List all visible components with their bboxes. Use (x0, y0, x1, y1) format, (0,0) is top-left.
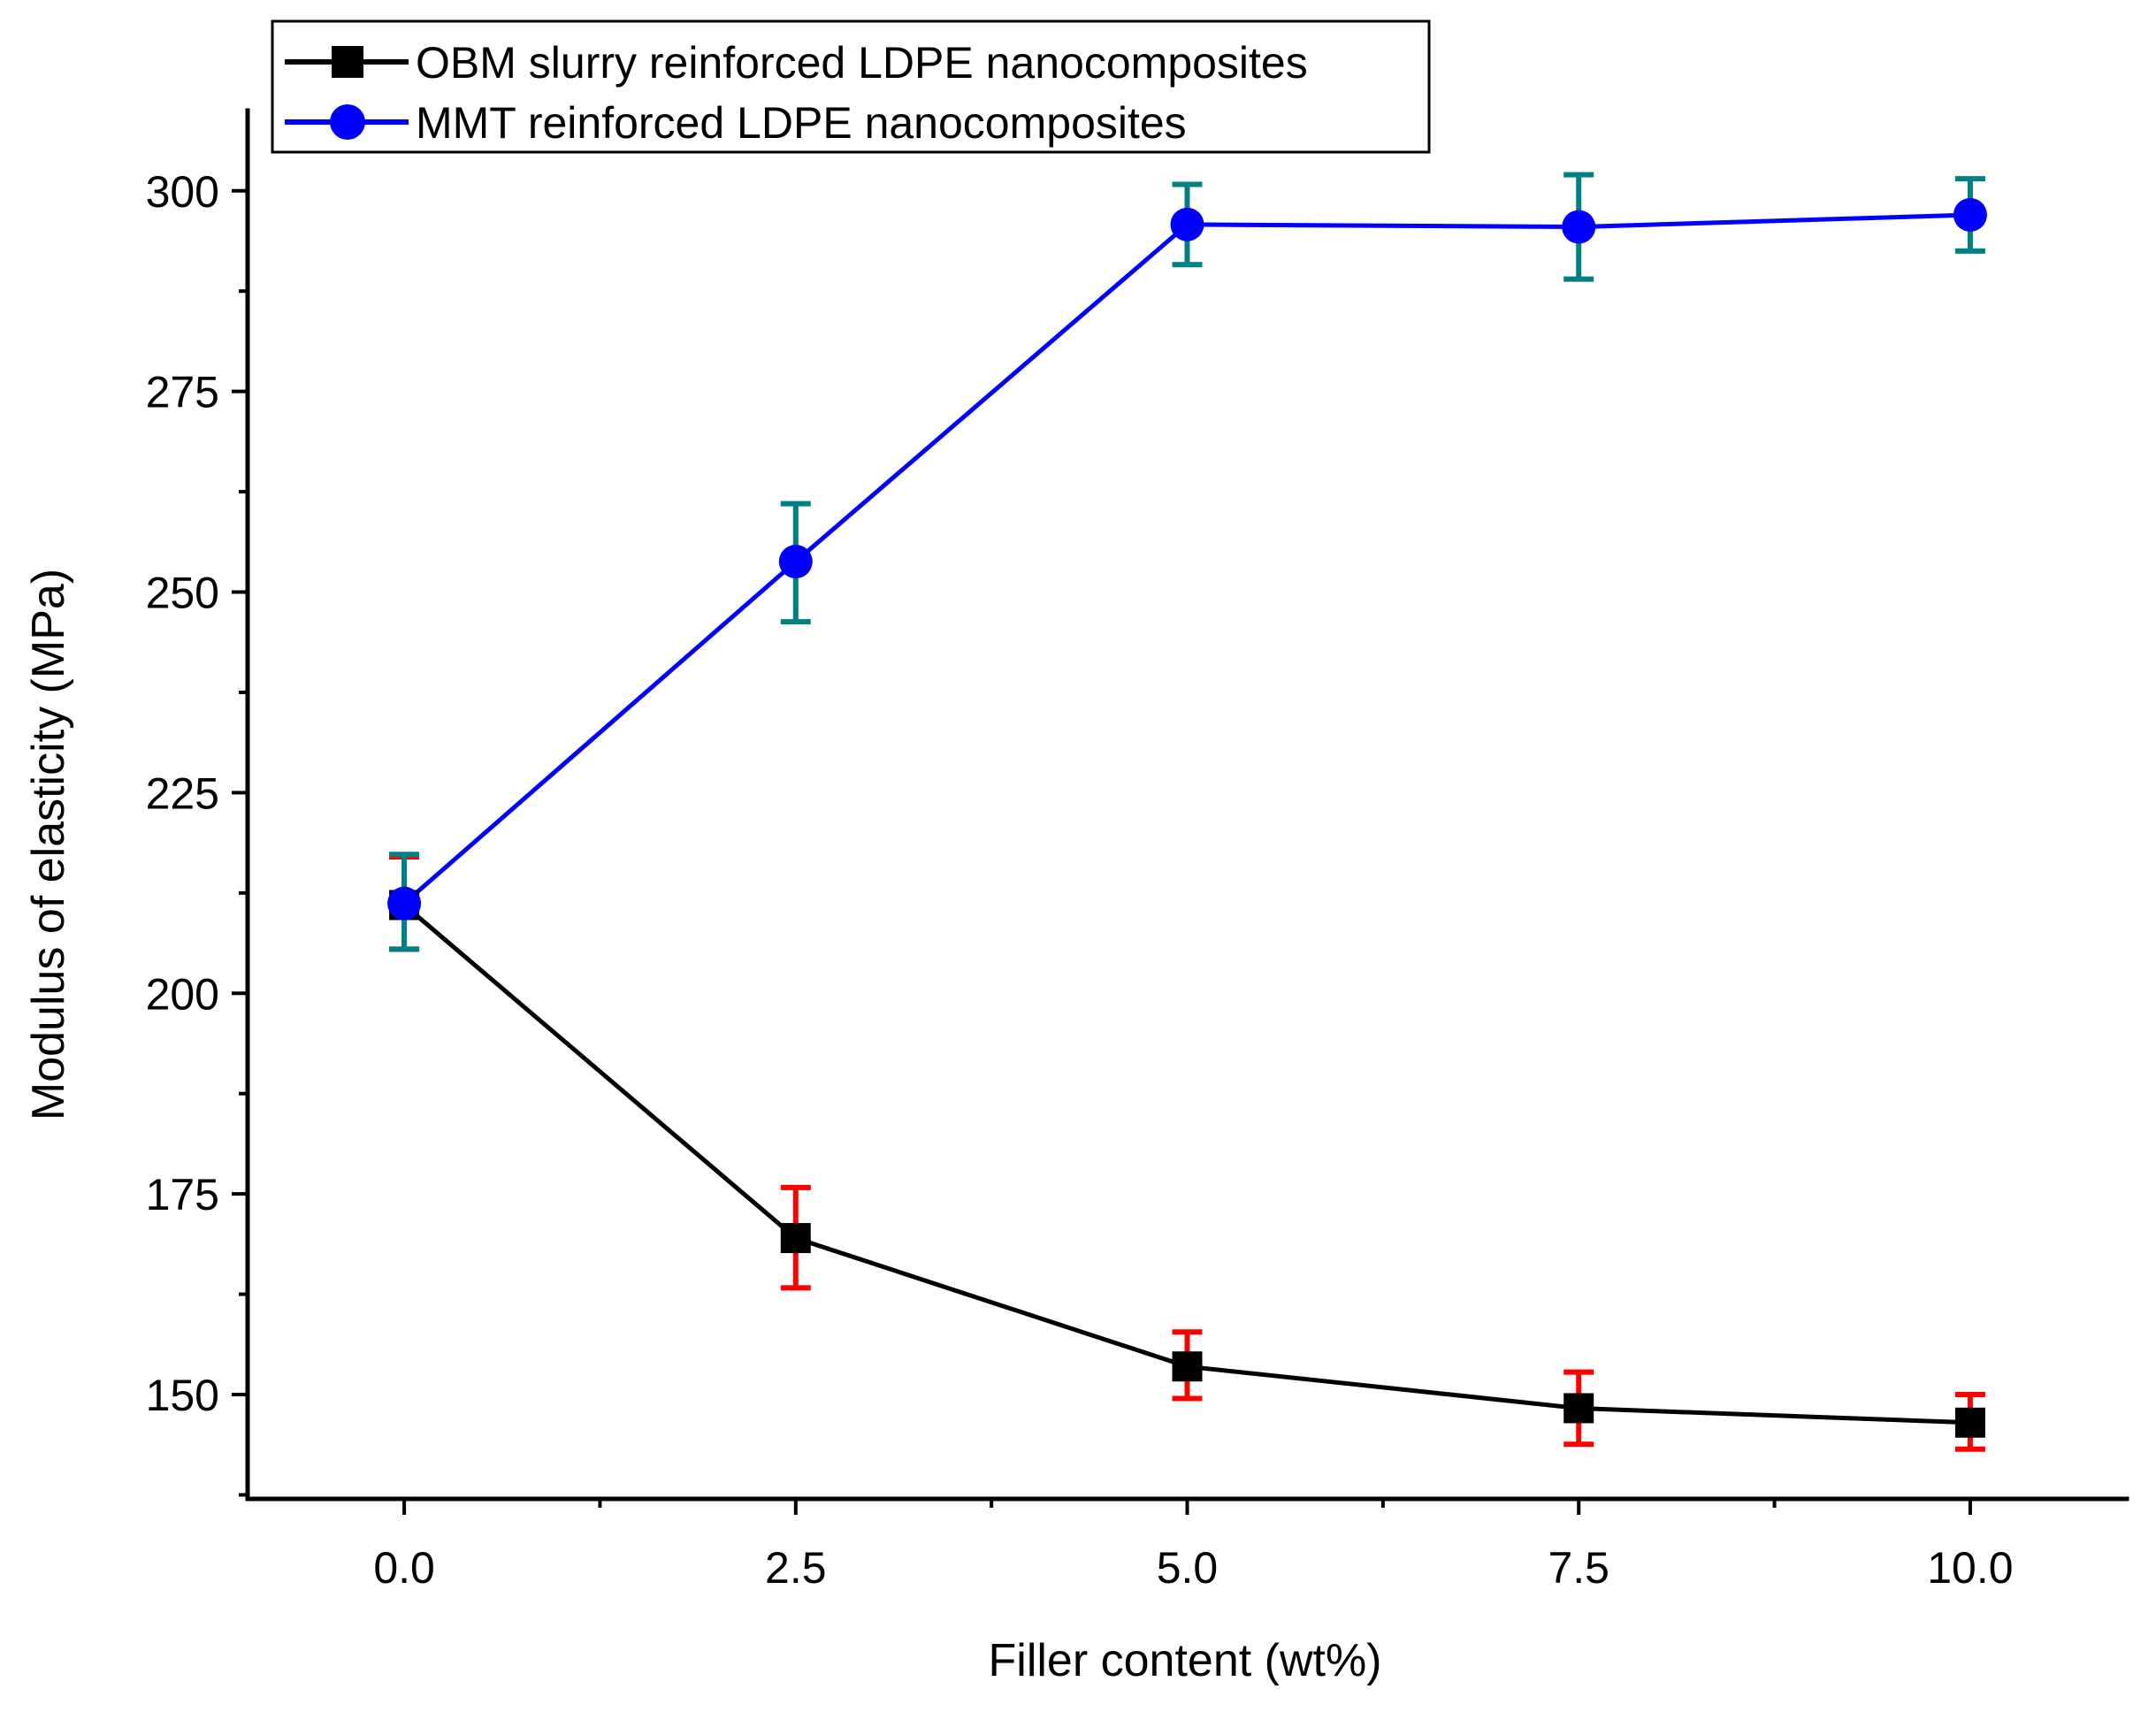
data-point (1172, 1351, 1203, 1382)
x-axis-label: Filler content (wt%) (989, 1635, 1382, 1686)
x-tick-label: 5.0 (1157, 1543, 1219, 1593)
data-point (387, 886, 422, 921)
series-lines (402, 212, 1970, 1425)
x-tick-label: 10.0 (1927, 1543, 2013, 1593)
y-tick-label: 175 (146, 1170, 219, 1219)
error-bars (389, 172, 1985, 1452)
legend-box (271, 19, 1431, 154)
data-point (780, 1223, 811, 1254)
legend: OBM slurry reinforced LDPE nanocomposite… (271, 19, 1431, 154)
y-tick-label: 250 (146, 569, 219, 618)
y-tick-label: 225 (146, 768, 219, 818)
data-point (778, 545, 813, 579)
legend-label: OBM slurry reinforced LDPE nanocomposite… (416, 38, 1308, 88)
legend-marker (332, 46, 363, 78)
series-line (402, 212, 1970, 906)
data-point (1953, 197, 1987, 232)
legend-label: MMT reinforced LDPE nanocomposites (416, 98, 1187, 148)
y-axis-label: Modulus of elasticity (MPa) (23, 569, 74, 1120)
x-tick-label: 7.5 (1548, 1543, 1609, 1593)
y-tick-label: 300 (146, 167, 219, 217)
series-markers (387, 197, 1987, 1438)
x-tick-label: 2.5 (765, 1543, 827, 1593)
data-point (1954, 1407, 1985, 1438)
data-point (1170, 207, 1204, 241)
legend-marker (330, 104, 365, 140)
data-point (1563, 1393, 1594, 1424)
data-point (1562, 210, 1596, 244)
y-tick-label: 150 (146, 1371, 219, 1420)
x-tick-label: 0.0 (373, 1543, 435, 1593)
y-tick-label: 200 (146, 969, 219, 1019)
axes: 150 175 200 225 250 275 300 0.0 2.5 5.0 7.5 10.0 (146, 108, 2129, 1593)
y-tick-label: 275 (146, 368, 219, 417)
